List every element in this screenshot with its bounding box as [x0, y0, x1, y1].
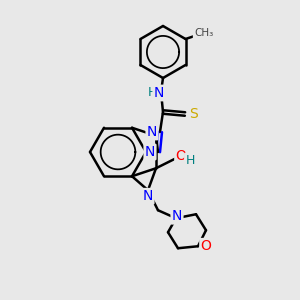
Text: CH₃: CH₃	[194, 28, 213, 38]
Text: S: S	[189, 107, 197, 121]
Text: N: N	[145, 145, 155, 159]
Text: O: O	[201, 239, 212, 253]
Text: H: H	[147, 86, 157, 100]
Text: H: H	[185, 154, 195, 167]
Text: N: N	[154, 86, 164, 100]
Text: N: N	[147, 125, 157, 139]
Text: N: N	[143, 189, 153, 203]
Text: O: O	[176, 149, 186, 163]
Text: N: N	[172, 209, 182, 223]
